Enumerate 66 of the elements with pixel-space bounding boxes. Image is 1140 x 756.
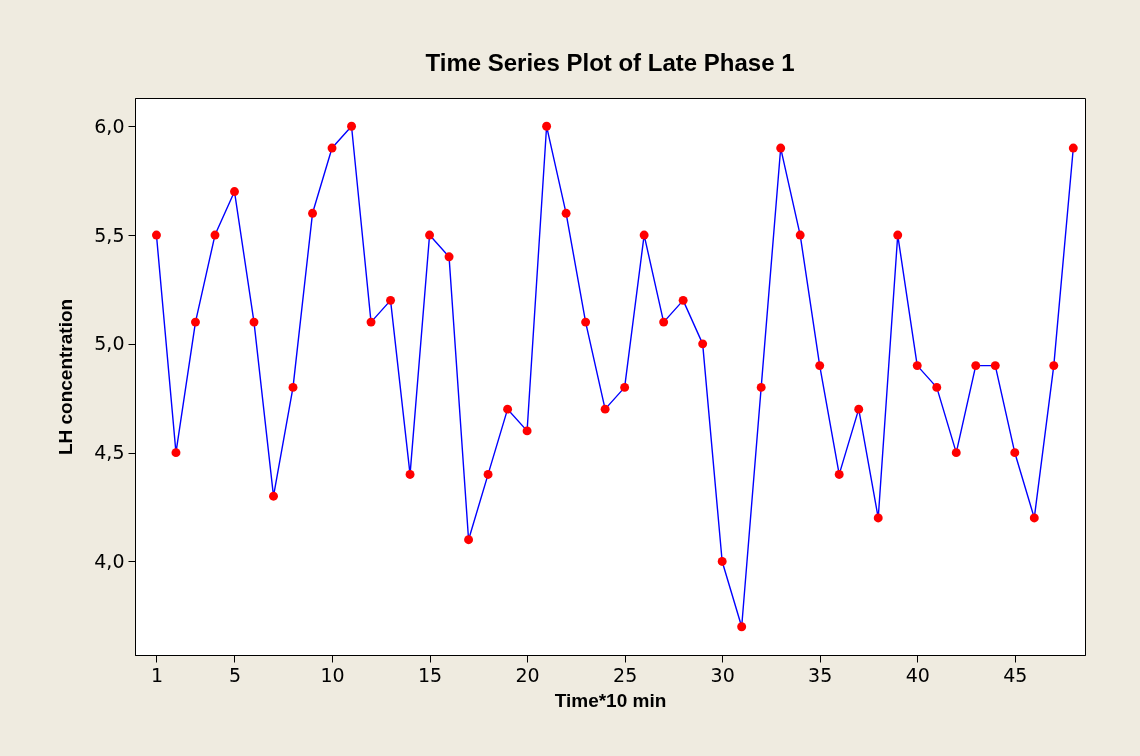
point — [678, 295, 688, 305]
point — [249, 317, 259, 327]
point — [288, 382, 298, 392]
point — [191, 317, 200, 327]
y-tick-label: 5,0 — [94, 332, 125, 355]
x-tick-label: 30 — [710, 663, 735, 686]
point — [405, 469, 415, 479]
x-tick-label: 35 — [808, 663, 833, 686]
y-tick-label: 6,0 — [94, 114, 125, 137]
point — [522, 426, 532, 436]
chart-title: Time Series Plot of Late Phase 1 — [425, 49, 795, 76]
point — [1010, 448, 1020, 458]
y-tick-label: 5,5 — [94, 223, 125, 246]
point — [854, 404, 864, 414]
point — [912, 361, 922, 371]
point — [581, 317, 591, 327]
point — [269, 491, 278, 501]
point — [210, 230, 220, 240]
x-axis-title: Time*10 min — [554, 689, 667, 711]
x-tick-label: 20 — [515, 663, 540, 686]
point — [737, 622, 747, 632]
point — [327, 143, 337, 153]
x-tick-label: 25 — [613, 663, 638, 686]
x-tick-label: 40 — [905, 663, 930, 686]
point — [386, 295, 396, 305]
x-tick-label: 10 — [320, 663, 345, 686]
point — [932, 382, 942, 392]
point — [639, 230, 649, 240]
point — [444, 252, 454, 262]
point — [990, 361, 1000, 371]
y-tick-label: 4,0 — [94, 549, 125, 572]
point — [971, 361, 981, 371]
point — [1049, 361, 1059, 371]
point — [366, 317, 376, 327]
y-tick-label: 4,5 — [94, 441, 125, 464]
x-tick-label: 5 — [228, 663, 242, 686]
x-tick-label: 15 — [417, 663, 443, 686]
point — [561, 208, 571, 218]
point — [620, 382, 630, 392]
x-tick-label: 45 — [1003, 663, 1028, 686]
point — [171, 448, 181, 458]
y-axis-title: LH concentration — [55, 298, 77, 456]
point — [347, 121, 356, 131]
point — [308, 208, 317, 218]
point — [756, 382, 766, 392]
point — [951, 448, 961, 458]
point — [834, 469, 844, 479]
point — [717, 556, 727, 566]
point — [893, 230, 903, 240]
point — [795, 230, 805, 240]
point — [1029, 513, 1039, 523]
point — [425, 230, 435, 240]
point — [600, 404, 610, 414]
point — [659, 317, 669, 327]
point — [464, 535, 474, 545]
point — [873, 513, 883, 523]
point — [230, 187, 239, 197]
point — [151, 230, 161, 240]
point — [776, 143, 786, 153]
point — [483, 469, 493, 479]
point — [815, 361, 825, 371]
point — [503, 404, 513, 414]
point — [542, 121, 552, 131]
point — [1068, 143, 1078, 153]
point — [698, 339, 708, 349]
x-tick-label: 1 — [150, 663, 163, 686]
